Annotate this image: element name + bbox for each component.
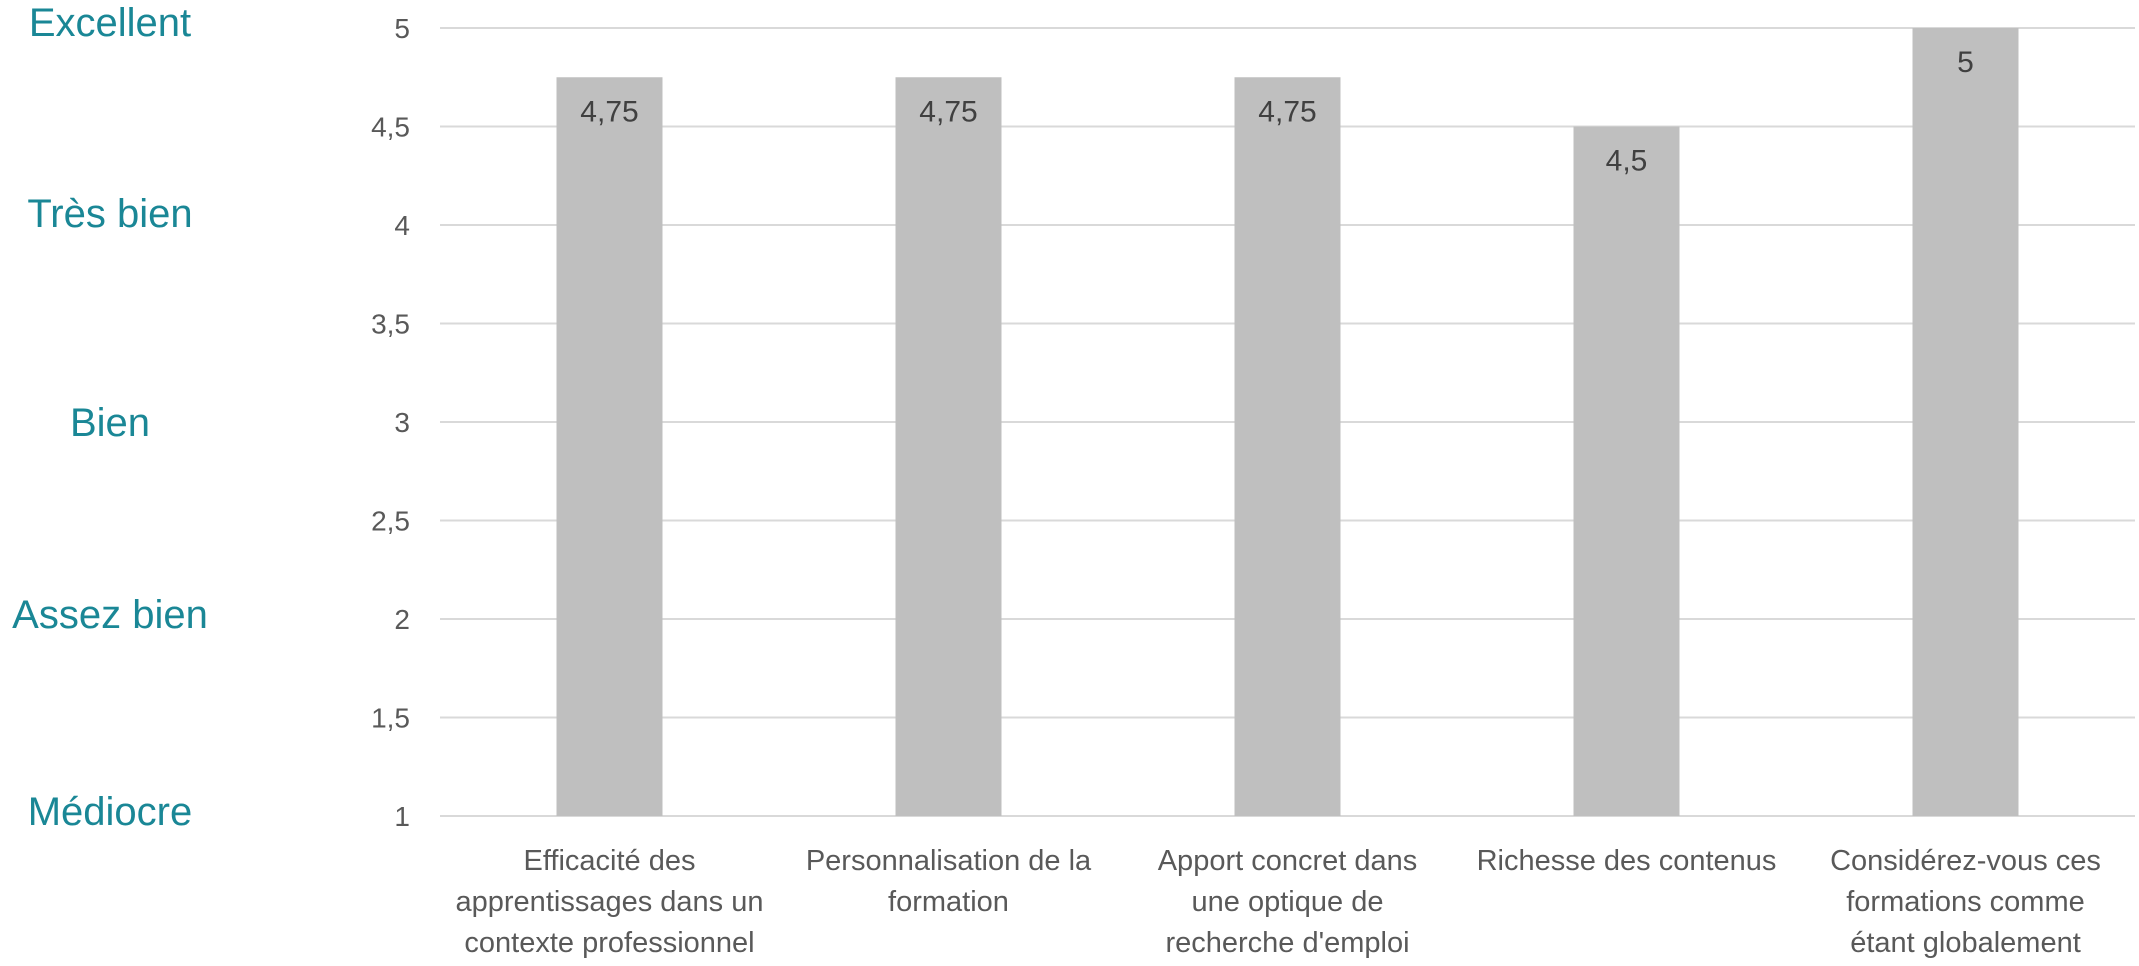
category-label-line: Efficacité des xyxy=(524,845,696,877)
rating-label: Assez bien xyxy=(12,593,208,637)
bar xyxy=(895,77,1002,816)
bar xyxy=(556,77,663,816)
bar xyxy=(1912,28,2019,816)
x-axis-categories: Efficacité des apprentissages dans un cont… xyxy=(456,845,2101,959)
data-label: 4,75 xyxy=(580,95,638,128)
data-label: 4,75 xyxy=(1258,95,1316,128)
rating-label: Médiocre xyxy=(28,790,193,834)
data-label: 4,75 xyxy=(919,95,977,128)
category-label: Apport concret dans une optique de recherc… xyxy=(1158,845,1418,959)
data-labels: 4,75 4,75 4,75 4,5 5 xyxy=(580,46,1974,178)
category-label-line: formations comme xyxy=(1846,886,2085,918)
y-tick-label: 1,5 xyxy=(371,703,410,734)
bar xyxy=(1573,126,1680,816)
y-tick-label: 2,5 xyxy=(371,506,410,537)
y-tick-label: 1 xyxy=(394,801,410,832)
category-label-line: Apport concret dans xyxy=(1158,845,1418,877)
category-label: Considérez-vous ces formations comme étant… xyxy=(1830,845,2101,959)
category-label-line: Considérez-vous ces xyxy=(1830,845,2101,877)
rating-label: Bien xyxy=(70,401,150,445)
rating-label: Très bien xyxy=(27,192,192,236)
category-label-line: apprentissages dans un xyxy=(456,886,764,918)
rating-scale: Excellent Très bien Bien Assez bien Médiocre xyxy=(12,1,208,834)
bars xyxy=(556,28,2019,816)
y-axis-ticks: 5 4,5 4 3,5 3 2,5 2 1,5 1 xyxy=(371,13,410,832)
category-label-line: recherche d'emploi xyxy=(1165,927,1409,959)
y-tick-label: 4,5 xyxy=(371,112,410,143)
category-label: Efficacité des apprentissages dans un cont… xyxy=(456,845,764,959)
category-label: Personnalisation de la formation xyxy=(806,845,1092,918)
category-label-line: contexte professionnel xyxy=(464,927,754,959)
bar xyxy=(1234,77,1341,816)
y-tick-label: 2 xyxy=(394,604,410,635)
rating-label: Excellent xyxy=(29,1,191,45)
y-tick-label: 5 xyxy=(394,13,410,44)
category-label-line: Personnalisation de la xyxy=(806,845,1092,877)
y-tick-label: 3 xyxy=(394,407,410,438)
category-label-line: formation xyxy=(888,886,1009,918)
y-tick-label: 4 xyxy=(394,210,410,241)
category-label: Richesse des contenus xyxy=(1477,845,1777,877)
y-tick-label: 3,5 xyxy=(371,309,410,340)
category-label-line: une optique de xyxy=(1192,886,1384,918)
category-label-line: étant globalement xyxy=(1850,927,2081,959)
data-label: 4,5 xyxy=(1606,145,1648,178)
data-label: 5 xyxy=(1957,46,1974,79)
category-label-line: Richesse des contenus xyxy=(1477,845,1777,877)
